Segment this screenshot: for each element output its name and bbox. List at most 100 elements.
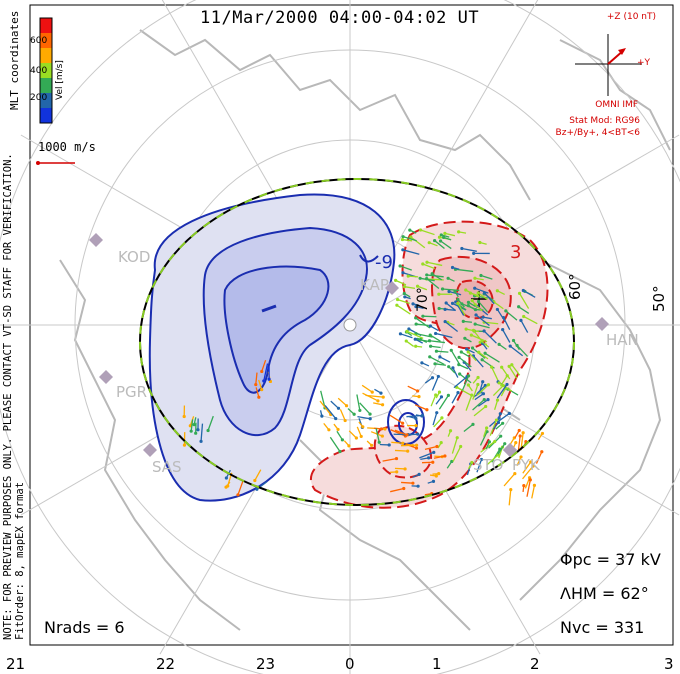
vector-origin <box>387 443 391 447</box>
vector-origin <box>521 431 525 435</box>
velocity-vector <box>472 384 479 400</box>
vector-origin <box>473 276 477 280</box>
velocity-vector <box>419 451 435 459</box>
vector-origin <box>476 291 480 295</box>
vector-origin <box>433 238 437 243</box>
vector-origin <box>427 456 431 460</box>
velocity-vector <box>330 400 339 409</box>
pole-marker <box>343 318 357 332</box>
velocity-vector <box>415 332 433 338</box>
contour-label-neg: -9 <box>375 252 393 273</box>
vector-origin <box>432 450 436 454</box>
vector-origin <box>260 387 264 392</box>
hm-boundary <box>139 178 575 506</box>
vector-origin <box>501 383 505 388</box>
velocity-vector <box>432 412 438 426</box>
vector-origin <box>519 455 523 459</box>
vector-origin <box>450 301 455 305</box>
vector-origin <box>428 324 433 328</box>
vector-origin <box>517 305 521 309</box>
vector-origin <box>517 291 522 295</box>
vector-origin <box>431 479 436 483</box>
vector-origin <box>504 309 508 313</box>
vector-origin <box>500 365 504 369</box>
velocity-vector <box>359 402 371 415</box>
vector-origin <box>470 393 474 397</box>
vector-origin <box>431 460 435 464</box>
map-title: 11/Mar/2000 04:00-04:02 UT <box>200 8 480 28</box>
vector-origin <box>438 239 443 243</box>
svg-text:KOD: KOD <box>118 248 150 266</box>
vector-origin <box>414 304 418 309</box>
vector-origin <box>404 339 408 343</box>
vector-origin <box>457 355 461 360</box>
velocity-vector <box>512 340 520 351</box>
vector-origin <box>513 471 517 476</box>
svg-text:HAN: HAN <box>606 331 639 349</box>
velocity-vector <box>263 363 269 382</box>
velocity-vector <box>200 423 204 442</box>
velocity-vector <box>452 446 462 462</box>
vector-origin <box>529 460 533 464</box>
vector-origin <box>414 446 419 450</box>
velocity-vector <box>382 457 397 462</box>
velocity-vector <box>402 236 417 242</box>
velocity-vector <box>516 344 529 357</box>
vector-origin <box>479 457 484 462</box>
velocity-vector <box>255 387 260 398</box>
vector-origin <box>493 439 497 444</box>
vector-origin <box>437 292 441 296</box>
velocity-vector <box>415 317 431 329</box>
vector-origin <box>522 314 526 319</box>
vector-origin <box>481 380 485 384</box>
svg-text:STO: STO <box>473 456 504 474</box>
reference-vector <box>36 161 75 165</box>
velocity-vector <box>399 265 412 271</box>
vector-origin <box>490 365 494 369</box>
velocity-vector <box>508 489 512 506</box>
station-kod: KOD <box>89 233 150 266</box>
vector-origin <box>501 315 506 320</box>
velocity-vector <box>410 236 426 249</box>
vector-origin <box>505 382 509 387</box>
vector-origin <box>466 303 470 308</box>
velocity-vector <box>444 232 456 237</box>
vector-origin <box>192 423 196 427</box>
velocity-vector <box>478 351 489 360</box>
vector-origin <box>405 433 409 437</box>
vector-origin <box>400 237 405 242</box>
velocity-vector <box>483 330 497 344</box>
vector-origin <box>411 481 415 485</box>
vector-origin <box>407 327 411 331</box>
vector-origin <box>443 231 447 235</box>
vector-origin <box>440 416 444 420</box>
vector-origin <box>464 327 468 331</box>
vector-origin <box>507 364 511 368</box>
vector-origin <box>470 298 474 303</box>
vector-origin <box>406 449 410 453</box>
velocity-vector <box>434 240 445 250</box>
mlt-tick-1: 1 <box>432 655 442 673</box>
svg-text:SAS: SAS <box>152 458 182 476</box>
velocity-vector <box>389 414 403 424</box>
mlt-tick-23: 23 <box>256 655 276 673</box>
velocity-vector <box>357 415 371 420</box>
vector-origin <box>474 313 478 317</box>
vector-origin <box>403 295 407 299</box>
vector-origin <box>470 460 474 465</box>
vector-origin <box>340 438 345 442</box>
vector-origin <box>540 431 545 436</box>
vector-origin <box>411 302 415 306</box>
svg-text:KAP: KAP <box>360 276 389 294</box>
colorbar-label: Vel [m/s] <box>55 60 65 100</box>
vector-origin <box>501 328 505 332</box>
lat-label-60: 60° <box>566 273 584 300</box>
vector-origin <box>460 246 464 251</box>
velocity-vector <box>348 430 357 439</box>
vector-origin <box>401 421 405 425</box>
colorbar-outline <box>39 17 53 124</box>
vector-origin <box>383 427 387 431</box>
velocity-vector <box>394 449 408 452</box>
velocity-vector <box>426 278 440 290</box>
